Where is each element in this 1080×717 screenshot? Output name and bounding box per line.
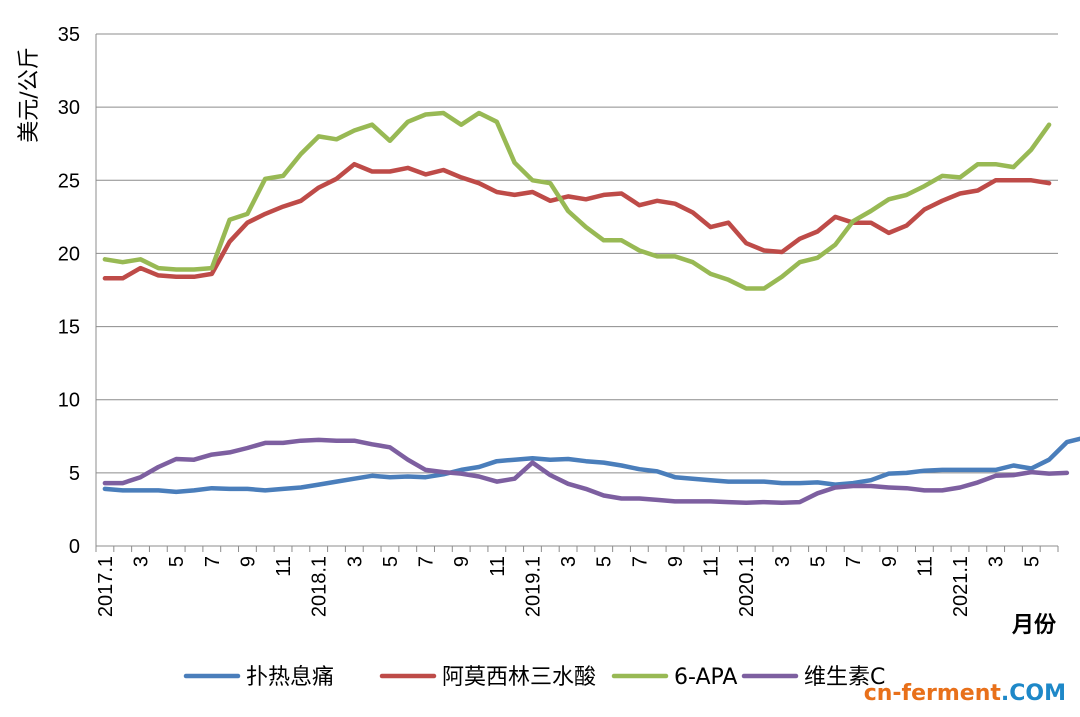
x-tick-label: 11 xyxy=(914,556,936,577)
x-tick-label: 11 xyxy=(273,556,295,577)
x-tick-label: 2019.1 xyxy=(522,556,544,617)
y-tick-label: 0 xyxy=(69,536,80,558)
x-tick-label: 7 xyxy=(202,556,224,567)
y-tick-label: 10 xyxy=(58,390,80,412)
x-tick-label: 3 xyxy=(344,556,366,567)
x-tick-label: 3 xyxy=(558,556,580,567)
y-tick-label: 35 xyxy=(58,24,80,46)
x-tick-label: 2018.1 xyxy=(309,556,331,617)
series-line-3 xyxy=(102,437,1070,506)
x-tick-label: 5 xyxy=(380,556,402,567)
watermark-main: cn-ferment xyxy=(864,681,1002,706)
y-tick-label: 25 xyxy=(58,170,80,192)
x-tick-label: 5 xyxy=(166,556,188,567)
legend-label-1: 阿莫西林三水酸 xyxy=(442,665,596,690)
y-tick-label: 30 xyxy=(58,97,80,119)
x-tick-label: 3 xyxy=(772,556,794,567)
y-axis-title: 美元/公斤 xyxy=(17,47,42,142)
x-tick-label: 5 xyxy=(1021,556,1043,567)
legend-label-2: 6-APA xyxy=(674,665,737,690)
legend-label-0: 扑热息痛 xyxy=(246,665,334,690)
series-lines xyxy=(102,110,1080,506)
x-tick-label: 11 xyxy=(701,556,723,577)
x-tick-label: 9 xyxy=(879,556,901,567)
x-tick-label: 5 xyxy=(808,556,830,567)
x-tick-label: 9 xyxy=(451,556,473,567)
x-axis-title: 月份 xyxy=(1011,613,1057,638)
gridlines xyxy=(96,33,1058,474)
series-line-0 xyxy=(102,436,1080,495)
legend-label-3: 维生素C xyxy=(804,665,885,690)
y-axis-ticks: 0 5 10 15 20 25 30 35 xyxy=(58,24,80,558)
x-tick-label: 7 xyxy=(629,556,651,567)
x-tick-label: 2021.1 xyxy=(950,556,972,617)
series-line-1 xyxy=(102,161,1052,281)
x-tick-label: 5 xyxy=(594,556,616,567)
y-tick-label: 5 xyxy=(69,463,80,485)
y-tick-label: 15 xyxy=(58,317,80,339)
x-tick-label: 11 xyxy=(487,556,509,577)
series-line-2 xyxy=(102,110,1052,291)
x-tick-label: 9 xyxy=(237,556,259,567)
x-tick-label: 3 xyxy=(131,556,153,567)
x-tick-label: 7 xyxy=(843,556,865,567)
y-tick-label: 20 xyxy=(58,243,80,265)
watermark-tail: .COM xyxy=(1001,681,1066,706)
x-tick-label: 9 xyxy=(665,556,687,567)
legend: 扑热息痛 阿莫西林三水酸 6-APA 维生素C xyxy=(183,665,885,690)
x-tick-label: 2020.1 xyxy=(736,556,758,617)
x-axis: 2017.1 3 5 7 9 11 2018.1 3 5 7 9 11 2019.1 3 5 7 9 11 2020… xyxy=(95,34,1059,617)
x-tick-label: 7 xyxy=(416,556,438,567)
watermark: cn-ferment.COM xyxy=(864,681,1066,706)
x-tick-label: 3 xyxy=(986,556,1008,567)
x-tick-label: 2017.1 xyxy=(95,556,117,617)
